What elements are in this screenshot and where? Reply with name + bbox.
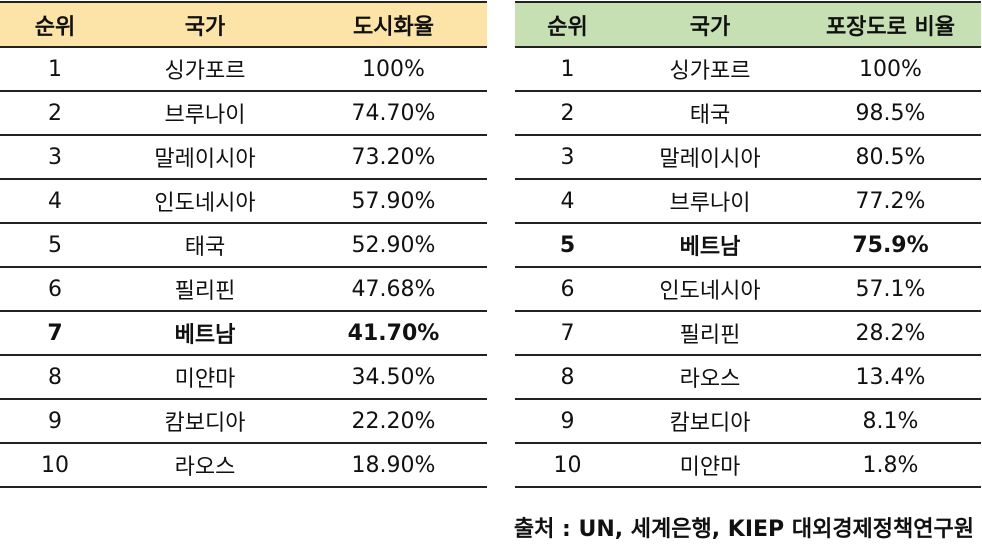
table-header: 순위 국가 도시화율 bbox=[0, 1, 487, 48]
table-row: 8 미얀마 34.50% bbox=[0, 355, 487, 400]
table-row: 1 싱가포르 100% bbox=[0, 47, 487, 92]
table-cell: 3 bbox=[0, 135, 110, 180]
table-cell: 8 bbox=[515, 355, 620, 400]
table-cell: 브루나이 bbox=[110, 91, 300, 136]
table-row: 5 태국 52.90% bbox=[0, 223, 487, 268]
table-cell: 태국 bbox=[110, 223, 300, 268]
table-row: 5 베트남 75.9% bbox=[515, 223, 981, 268]
table-cell: 필리핀 bbox=[620, 311, 800, 356]
table-cell: 1 bbox=[0, 47, 110, 92]
source-note: 출처 : UN, 세계은행, KIEP 대외경제정책연구원 bbox=[513, 517, 974, 542]
table-cell: 5 bbox=[0, 223, 110, 268]
paved-roads-table: 순위 국가 포장도로 비율 1 싱가포르 100% 2 태국 98.5% 3 말레이시아 80.5% 4… bbox=[515, 1, 981, 488]
table-cell: 100% bbox=[300, 47, 487, 92]
table-cell: 8.1% bbox=[800, 399, 981, 444]
table-cell: 10 bbox=[515, 443, 620, 488]
table-cell: 4 bbox=[0, 179, 110, 224]
table-cell: 브루나이 bbox=[620, 179, 800, 224]
table-cell: 73.20% bbox=[300, 135, 487, 180]
table-cell: 필리핀 bbox=[110, 267, 300, 312]
table-cell: 캄보디아 bbox=[110, 399, 300, 444]
table-cell: 22.20% bbox=[300, 399, 487, 444]
column-header: 국가 bbox=[110, 1, 300, 48]
table-cell: 75.9% bbox=[800, 223, 981, 268]
table-row: 1 싱가포르 100% bbox=[515, 47, 981, 92]
table-cell: 3 bbox=[515, 135, 620, 180]
table-cell: 라오스 bbox=[620, 355, 800, 400]
table-cell: 6 bbox=[0, 267, 110, 312]
table-cell: 98.5% bbox=[800, 91, 981, 136]
table-header: 순위 국가 포장도로 비율 bbox=[515, 1, 981, 48]
table-cell: 1.8% bbox=[800, 443, 981, 488]
table-cell: 말레이시아 bbox=[620, 135, 800, 180]
table-cell: 4 bbox=[515, 179, 620, 224]
column-header: 포장도로 비율 bbox=[800, 1, 981, 48]
table-cell: 41.70% bbox=[300, 311, 487, 356]
table-cell: 7 bbox=[515, 311, 620, 356]
table-cell: 1 bbox=[515, 47, 620, 92]
table-cell: 인도네시아 bbox=[620, 267, 800, 312]
table-cell: 9 bbox=[515, 399, 620, 444]
table-cell: 베트남 bbox=[110, 311, 300, 356]
table-cell: 80.5% bbox=[800, 135, 981, 180]
column-header: 국가 bbox=[620, 1, 800, 48]
table-row: 8 라오스 13.4% bbox=[515, 355, 981, 400]
table-row: 2 태국 98.5% bbox=[515, 91, 981, 136]
table-row: 6 인도네시아 57.1% bbox=[515, 267, 981, 312]
table-cell: 미얀마 bbox=[110, 355, 300, 400]
table-cell: 100% bbox=[800, 47, 981, 92]
table-cell: 10 bbox=[0, 443, 110, 488]
table-row: 2 브루나이 74.70% bbox=[0, 91, 487, 136]
table-cell: 52.90% bbox=[300, 223, 487, 268]
table-cell: 캄보디아 bbox=[620, 399, 800, 444]
table-row: 4 브루나이 77.2% bbox=[515, 179, 981, 224]
table-cell: 태국 bbox=[620, 91, 800, 136]
table-cell: 2 bbox=[0, 91, 110, 136]
table-row: 3 말레이시아 73.20% bbox=[0, 135, 487, 180]
table-row: 7 필리핀 28.2% bbox=[515, 311, 981, 356]
table-cell: 28.2% bbox=[800, 311, 981, 356]
table-row: 10 미얀마 1.8% bbox=[515, 443, 981, 488]
table-cell: 2 bbox=[515, 91, 620, 136]
table-row: 9 캄보디아 8.1% bbox=[515, 399, 981, 444]
column-header: 순위 bbox=[0, 1, 110, 48]
table-cell: 57.1% bbox=[800, 267, 981, 312]
table-cell: 57.90% bbox=[300, 179, 487, 224]
table-cell: 싱가포르 bbox=[110, 47, 300, 92]
table-cell: 5 bbox=[515, 223, 620, 268]
table-cell: 74.70% bbox=[300, 91, 487, 136]
table-cell: 77.2% bbox=[800, 179, 981, 224]
table-cell: 7 bbox=[0, 311, 110, 356]
table-row: 7 베트남 41.70% bbox=[0, 311, 487, 356]
column-header: 도시화율 bbox=[300, 1, 487, 48]
table-cell: 47.68% bbox=[300, 267, 487, 312]
table-row: 3 말레이시아 80.5% bbox=[515, 135, 981, 180]
table-cell: 말레이시아 bbox=[110, 135, 300, 180]
table-cell: 34.50% bbox=[300, 355, 487, 400]
table-cell: 미얀마 bbox=[620, 443, 800, 488]
table-cell: 인도네시아 bbox=[110, 179, 300, 224]
table-row: 10 라오스 18.90% bbox=[0, 443, 487, 488]
table-cell: 18.90% bbox=[300, 443, 487, 488]
table-cell: 6 bbox=[515, 267, 620, 312]
table-cell: 8 bbox=[0, 355, 110, 400]
column-header: 순위 bbox=[515, 1, 620, 48]
table-cell: 싱가포르 bbox=[620, 47, 800, 92]
table-cell: 9 bbox=[0, 399, 110, 444]
table-row: 4 인도네시아 57.90% bbox=[0, 179, 487, 224]
table-cell: 베트남 bbox=[620, 223, 800, 268]
urbanization-table: 순위 국가 도시화율 1 싱가포르 100% 2 브루나이 74.70% 3 말레이시아 73.20%… bbox=[0, 1, 487, 488]
table-cell: 13.4% bbox=[800, 355, 981, 400]
table-row: 9 캄보디아 22.20% bbox=[0, 399, 487, 444]
table-cell: 라오스 bbox=[110, 443, 300, 488]
table-row: 6 필리핀 47.68% bbox=[0, 267, 487, 312]
